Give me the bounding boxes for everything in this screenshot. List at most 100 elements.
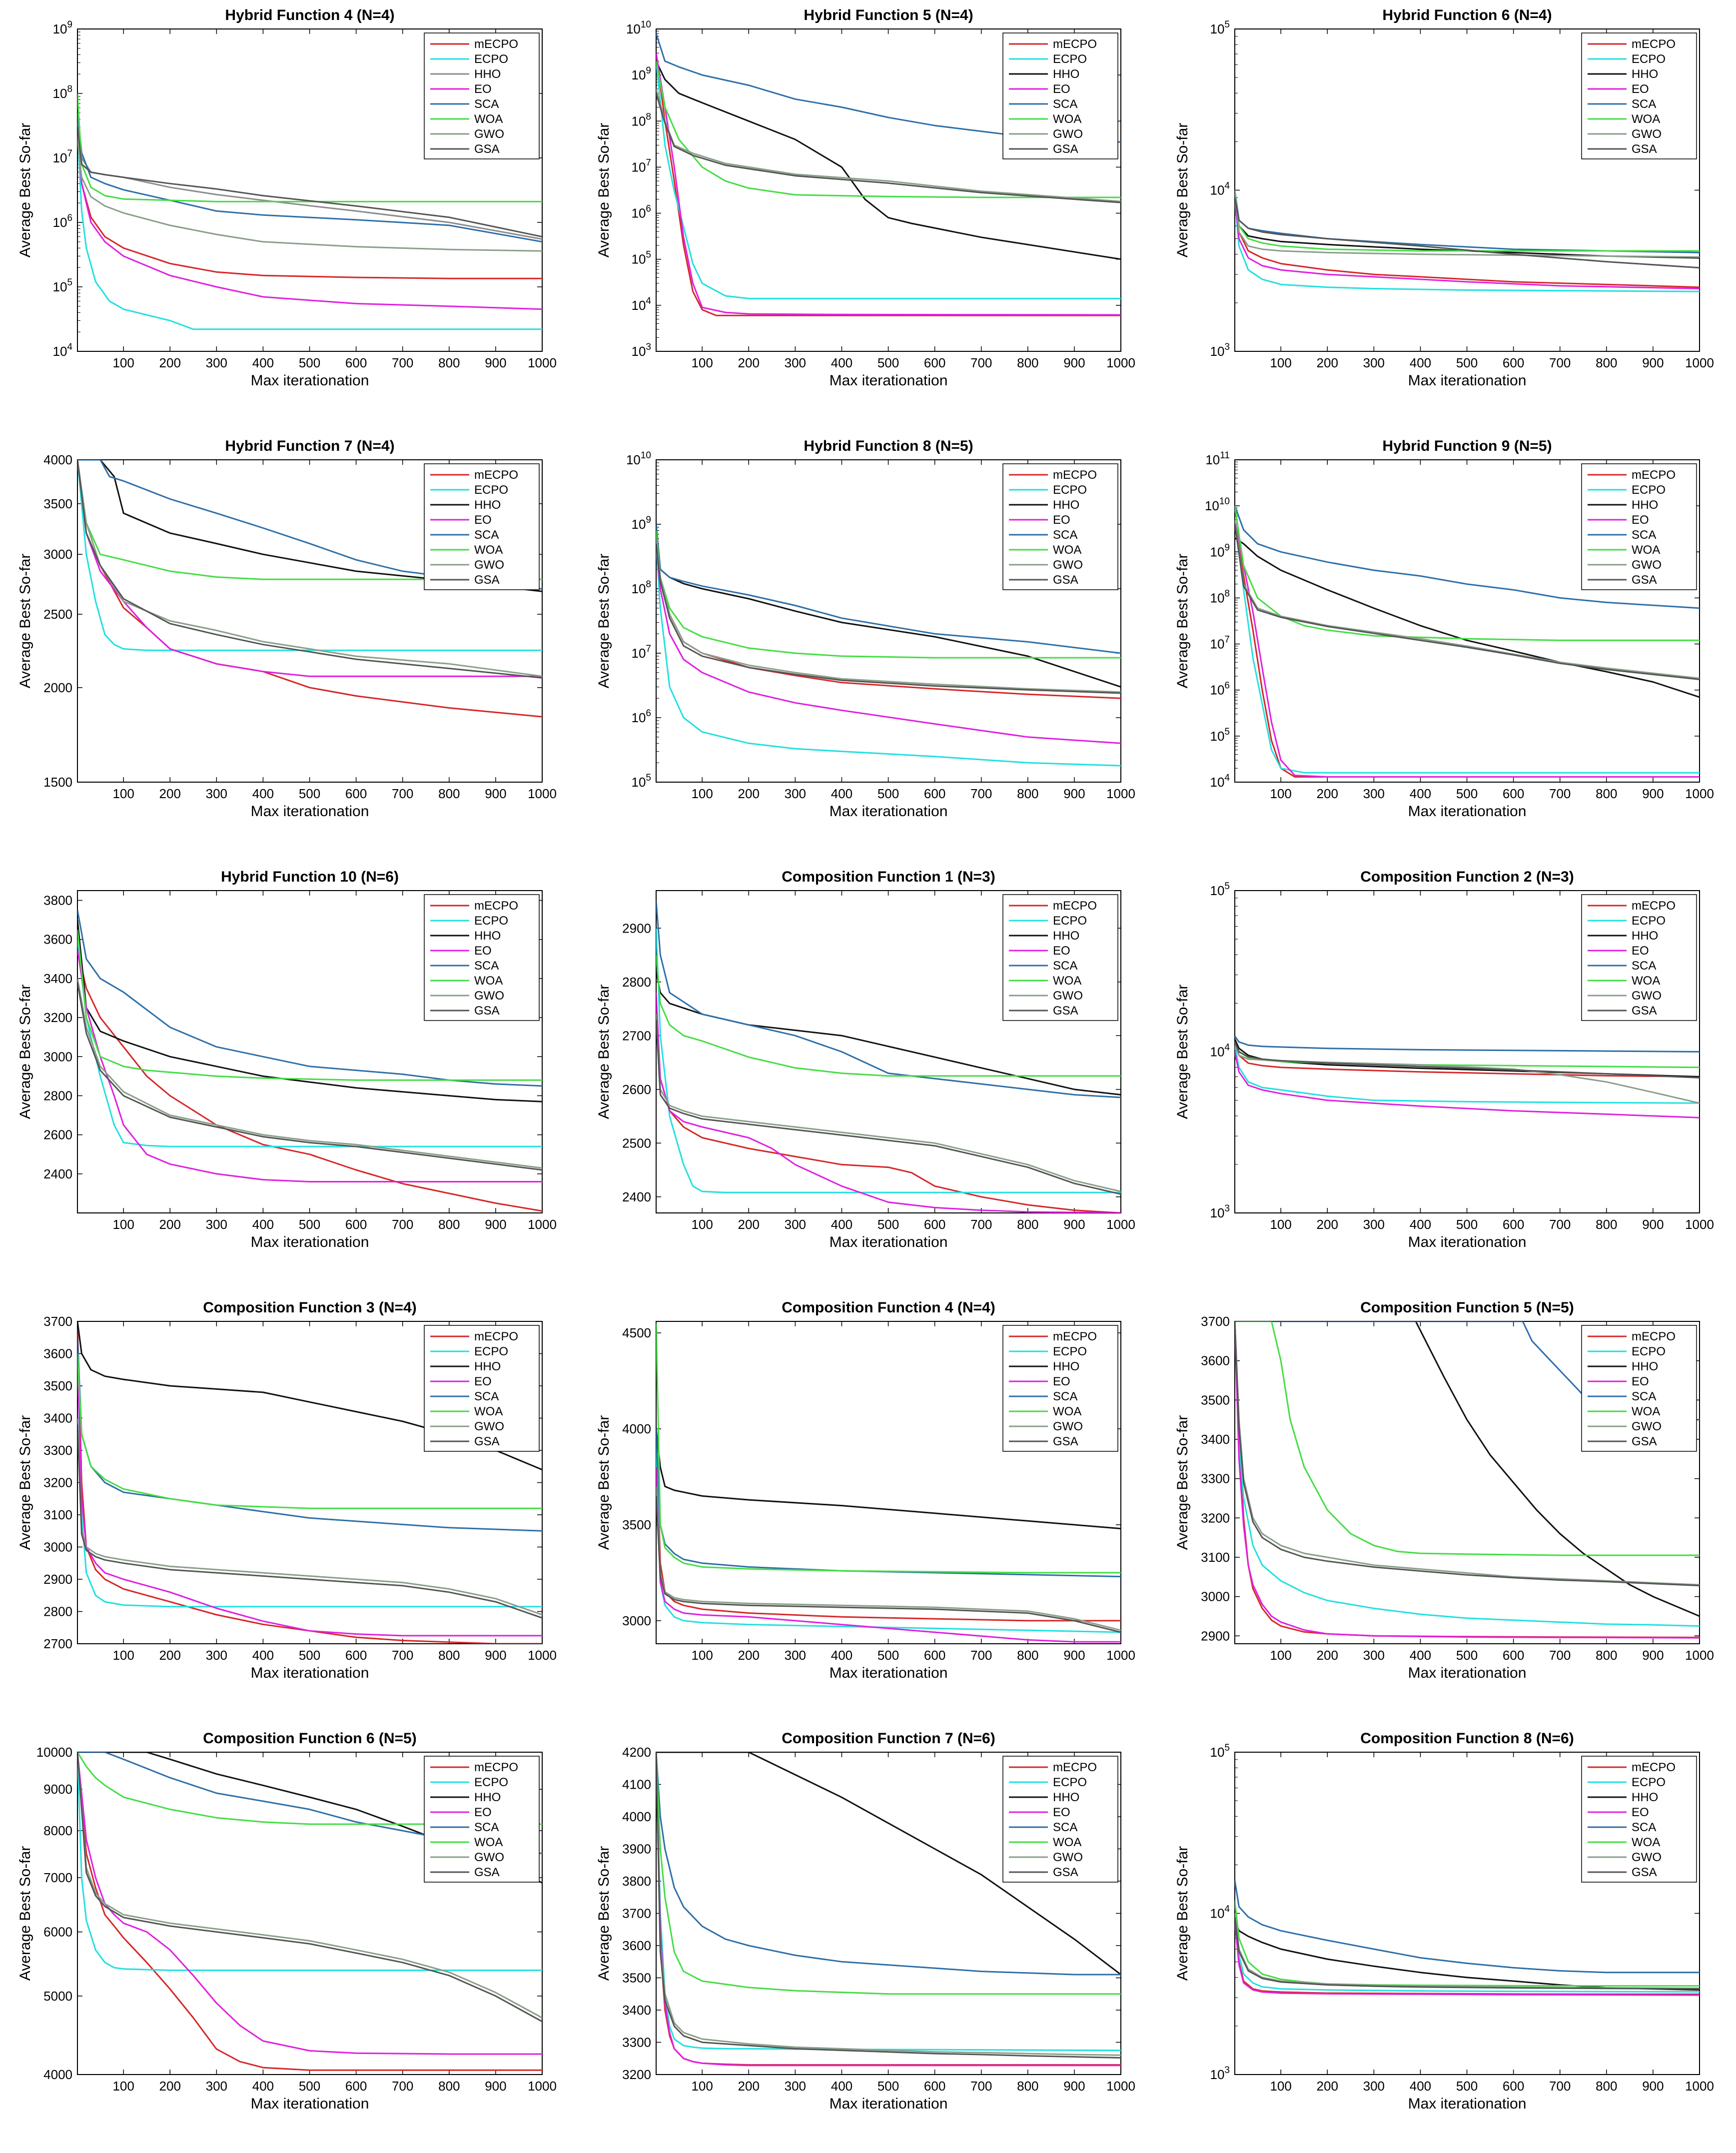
y-tick-label: 2400: [622, 1189, 651, 1204]
series-line-eo: [1235, 519, 1700, 778]
y-tick-label: 107: [53, 148, 73, 165]
x-tick-label: 1000: [1106, 786, 1135, 801]
series-line-gsa: [1235, 1321, 1700, 1587]
x-tick-label: 500: [299, 1648, 320, 1663]
x-tick-label: 200: [1317, 2079, 1338, 2094]
x-tick-label: 700: [1549, 1648, 1571, 1663]
legend-entry: HHO: [1632, 67, 1658, 81]
x-tick-label: 500: [877, 1217, 899, 1232]
series-line-ecpo: [77, 127, 542, 330]
y-tick-label: 3700: [1201, 1314, 1230, 1329]
x-tick-label: 400: [252, 2079, 274, 2094]
x-tick-label: 600: [924, 2079, 945, 2094]
legend-entry: GWO: [1053, 127, 1083, 141]
legend-entry: ECPO: [474, 483, 508, 497]
series-line-eo: [1235, 197, 1700, 289]
x-tick-label: 800: [1596, 786, 1617, 801]
series-line-sca: [1235, 505, 1700, 609]
series-line-woa: [656, 1752, 1121, 1995]
x-tick-label: 100: [1270, 786, 1291, 801]
x-tick-label: 1000: [1106, 1648, 1135, 1663]
y-axis-label: Average Best So-far: [17, 1846, 33, 1981]
y-tick-label: 2700: [43, 1636, 72, 1651]
y-tick-label: 109: [1210, 542, 1230, 559]
x-tick-label: 500: [1456, 355, 1478, 370]
series-line-sca: [1235, 1880, 1700, 1974]
x-tick-label: 300: [785, 1648, 806, 1663]
legend-entry: EO: [1053, 1806, 1070, 1819]
series-line-gwo: [1235, 1045, 1700, 1104]
y-tick-label: 3900: [622, 1842, 651, 1857]
y-tick-label: 2800: [43, 1604, 72, 1619]
y-tick-label: 103: [1210, 2065, 1230, 2082]
legend-entry: GWO: [1632, 127, 1662, 141]
series-line-gwo: [1235, 519, 1700, 679]
legend-entry: mECPO: [1632, 468, 1676, 482]
x-tick-label: 900: [1063, 1217, 1085, 1232]
x-axis-label: Max iterationation: [251, 1234, 369, 1250]
series-line-hho: [1235, 197, 1700, 259]
x-tick-label: 900: [485, 2079, 506, 2094]
legend-entry: WOA: [1053, 1836, 1081, 1849]
chart-svg: Composition Function 1 (N=3) 100 200 300 400…: [596, 869, 1135, 1250]
chart-title: Composition Function 7 (N=6): [782, 1730, 995, 1747]
x-axis-label: Max iterationation: [830, 1665, 948, 1681]
x-tick-label: 400: [831, 355, 853, 370]
x-tick-label: 600: [924, 1648, 945, 1663]
x-tick-label: 100: [1270, 355, 1291, 370]
y-axis-label: Average Best So-far: [17, 123, 33, 258]
series-line-woa: [77, 1752, 542, 1825]
y-tick-label: 3600: [43, 932, 72, 947]
plot-area: [1235, 190, 1700, 292]
x-axis-label: Max iterationation: [251, 372, 369, 389]
chart-title: Hybrid Function 9 (N=5): [1382, 438, 1552, 454]
x-tick-label: 400: [831, 1217, 853, 1232]
legend-entry: HHO: [1632, 1360, 1658, 1373]
legend-entry: ECPO: [474, 1776, 508, 1789]
plot-area: [77, 460, 542, 718]
x-tick-label: 300: [206, 355, 227, 370]
x-tick-label: 700: [1549, 355, 1571, 370]
x-tick-label: 900: [1063, 786, 1085, 801]
x-tick-label: 200: [738, 355, 760, 370]
series-line-sca: [1235, 1036, 1700, 1053]
x-tick-label: 700: [970, 2079, 992, 2094]
y-axis-label: Average Best So-far: [1174, 985, 1191, 1119]
x-tick-label: 100: [691, 2079, 713, 2094]
x-axis-label: Max iterationation: [251, 1665, 369, 1681]
x-tick-label: 800: [1596, 1217, 1617, 1232]
x-tick-label: 400: [831, 2079, 853, 2094]
y-tick-label: 105: [1210, 881, 1230, 898]
legend-entry: WOA: [474, 543, 503, 557]
x-tick-label: 500: [877, 786, 899, 801]
y-tick-label: 10000: [36, 1745, 72, 1760]
series-line-eo: [77, 1353, 542, 1637]
y-tick-label: 2600: [622, 1082, 651, 1097]
y-tick-label: 3400: [43, 1411, 72, 1426]
x-tick-label: 600: [924, 355, 945, 370]
y-tick-label: 4000: [43, 452, 72, 467]
x-tick-label: 300: [785, 2079, 806, 2094]
x-axis-label: Max iterationation: [251, 2096, 369, 2112]
x-tick-label: 300: [1363, 2079, 1385, 2094]
series-line-woa: [1235, 1321, 1700, 1556]
series-line-ecpo: [1235, 197, 1700, 292]
chart-title: Hybrid Function 6 (N=4): [1382, 7, 1552, 23]
x-tick-label: 200: [159, 1217, 181, 1232]
legend-entry: EO: [1053, 513, 1070, 527]
x-tick-label: 200: [738, 786, 760, 801]
series-line-gsa: [656, 543, 1121, 694]
series-line-hho: [656, 60, 1121, 260]
y-tick-label: 3000: [43, 547, 72, 562]
y-tick-label: 3500: [43, 496, 72, 511]
series-line-gsa: [77, 127, 542, 238]
y-tick-label: 107: [1210, 635, 1230, 652]
legend-entry: mECPO: [1053, 37, 1097, 51]
plot-area: [77, 93, 542, 330]
y-tick-label: 104: [53, 342, 73, 359]
x-tick-label: 600: [345, 1648, 367, 1663]
legend-box: [1581, 32, 1697, 159]
y-axis-label: Average Best So-far: [1174, 123, 1191, 258]
y-tick-label: 3200: [43, 1010, 72, 1025]
